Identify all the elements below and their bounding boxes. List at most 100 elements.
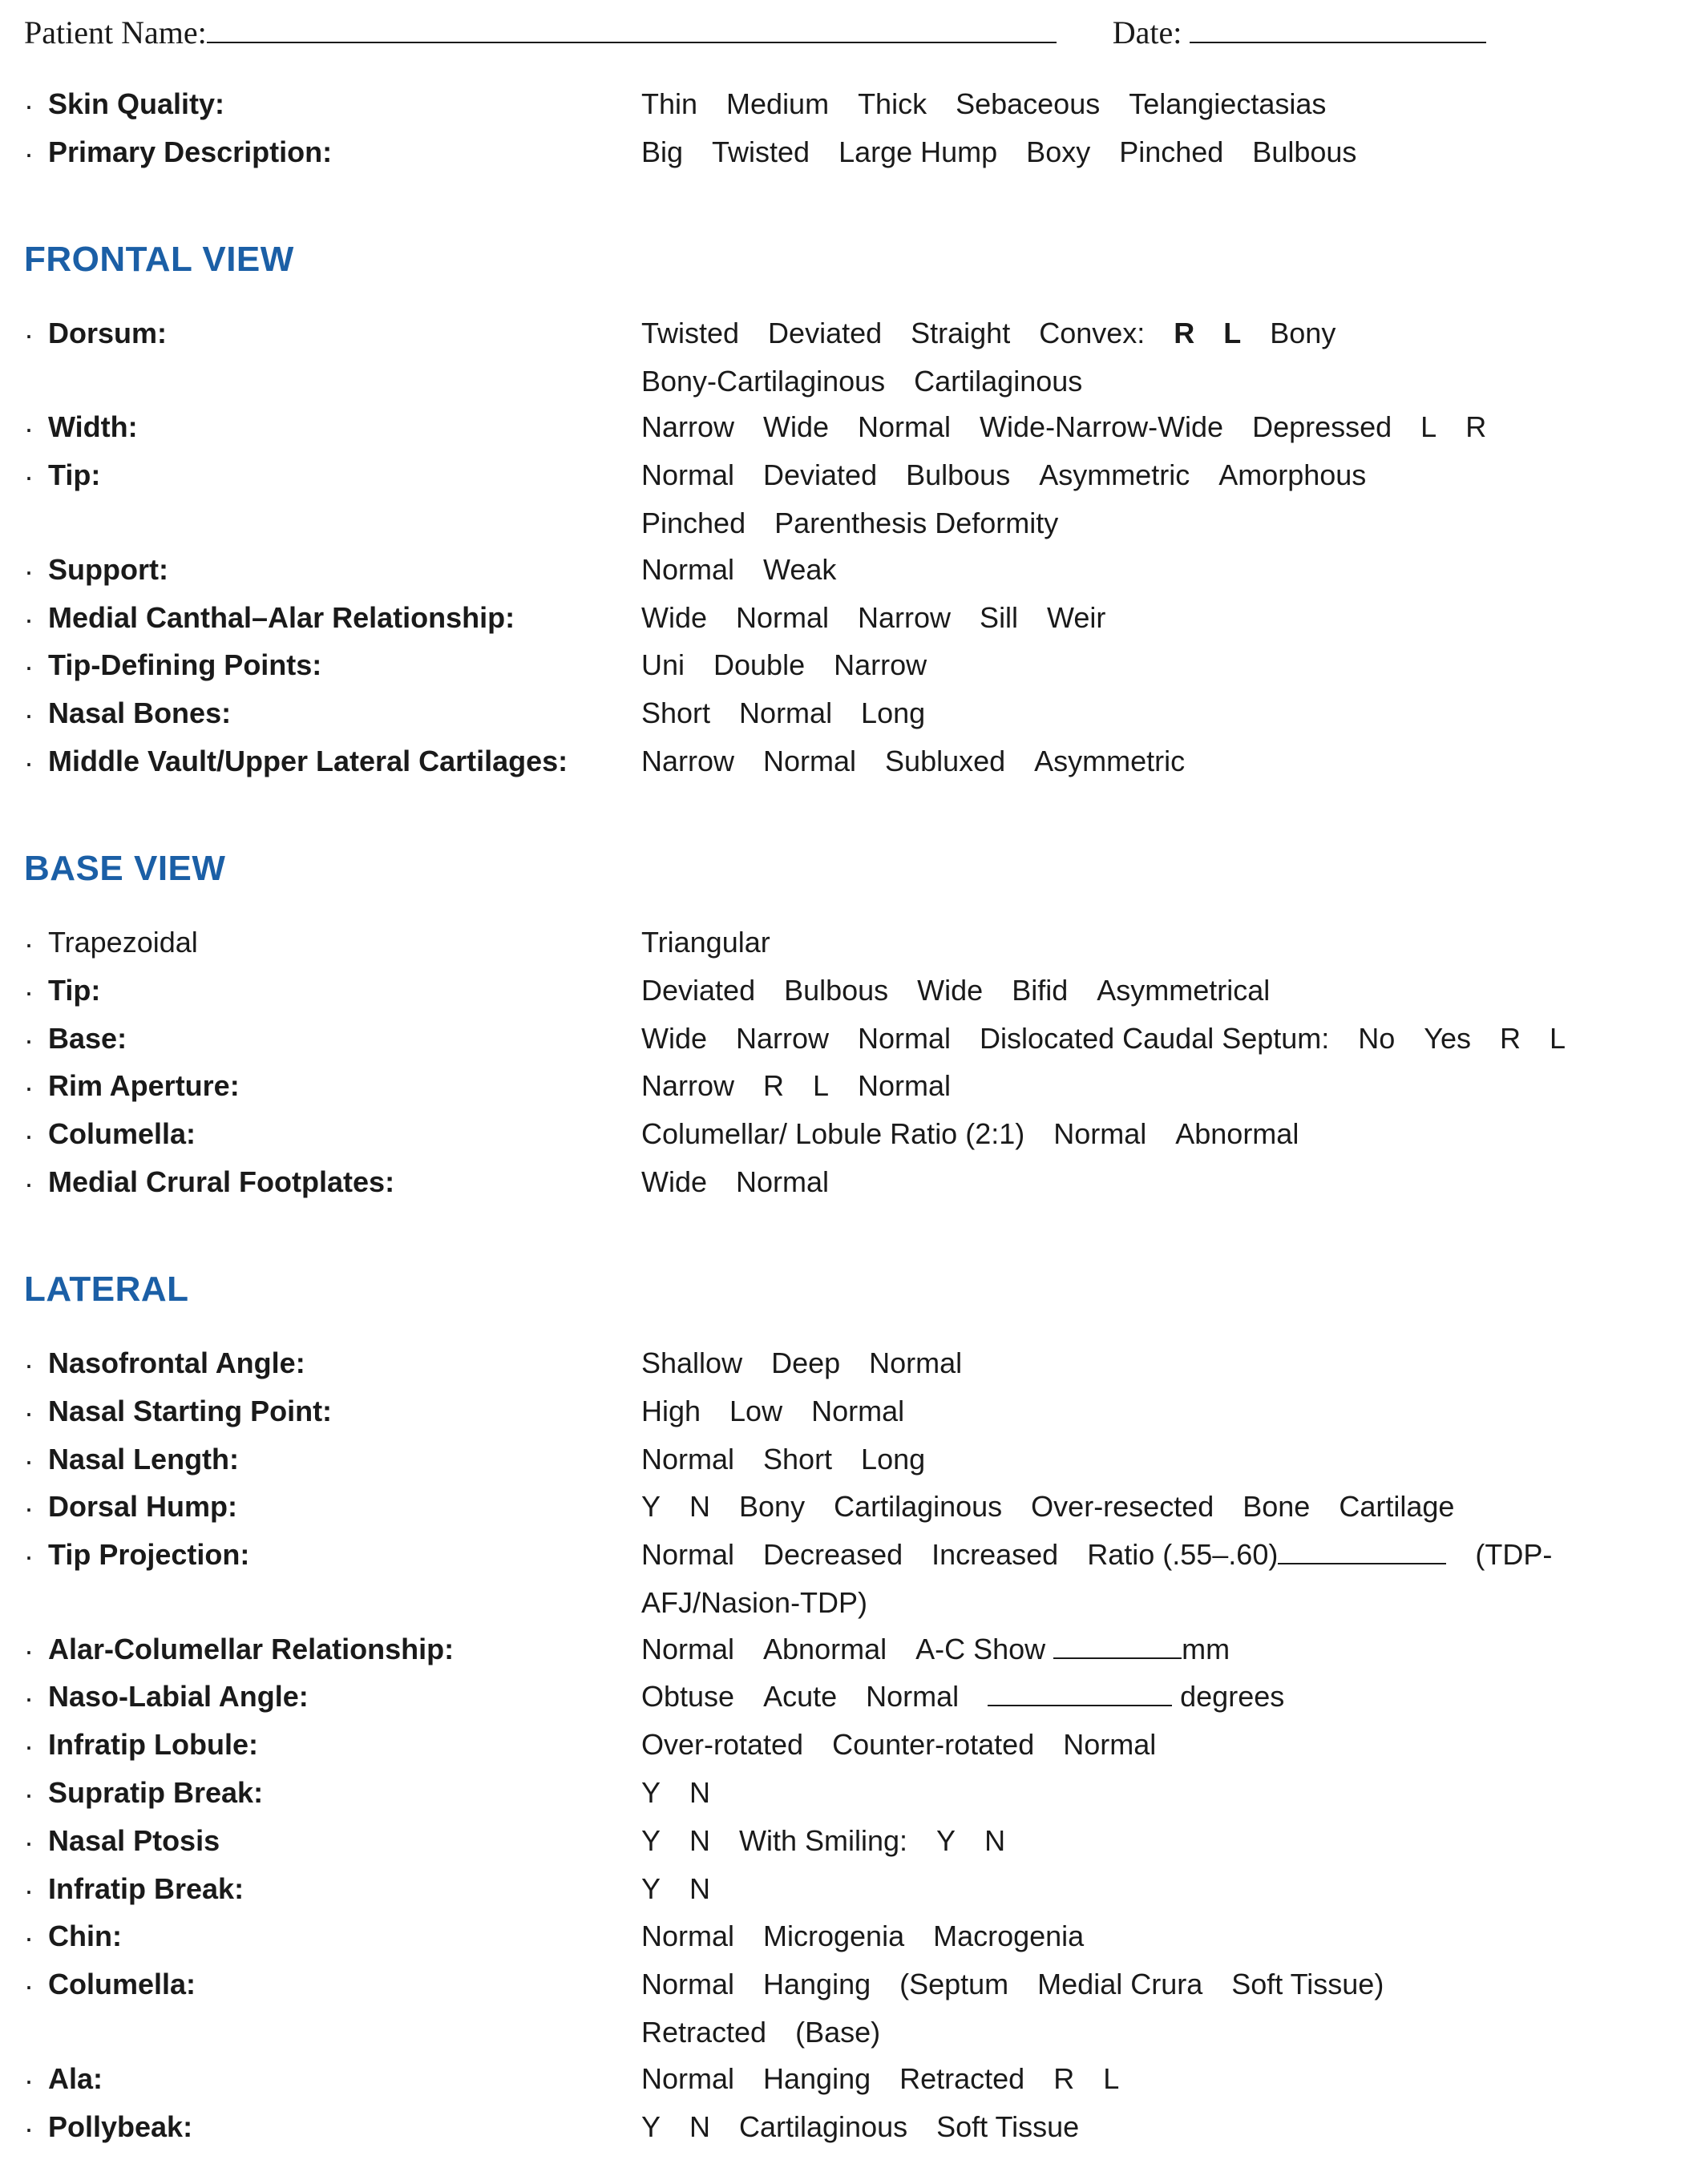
form-row: ·Primary Description:Big Twisted Large H… [24,130,1657,176]
row-options: Twisted Deviated Straight Convex: R L Bo… [641,311,1657,356]
form-row: ·Chin:Normal Microgenia Macrogenia [24,1914,1657,1960]
row-label: Columella: [48,1112,641,1157]
bullet: · [24,968,48,1015]
row-label: Primary Description: [48,130,641,175]
row-options: Shallow Deep Normal [641,1341,1657,1386]
bullet: · [24,453,48,499]
row-options: Normal Hanging Retracted R L [641,2057,1657,2101]
row-label: Medial Crural Footplates: [48,1160,641,1205]
form-row: ·Tip Projection:Normal Decreased Increas… [24,1532,1657,1579]
bullet: · [24,920,48,967]
form-row: ·Nasal Bones:Short Normal Long [24,691,1657,737]
bullet: · [24,1341,48,1387]
form-row: Bony-Cartilaginous Cartilaginous [24,359,1657,404]
bullet: · [24,1867,48,1913]
form-row: ·Base:Wide Narrow Normal Dislocated Caud… [24,1016,1657,1063]
row-options: Y N [641,1770,1657,1815]
bullet: · [24,595,48,642]
form-row: ·Tip:Normal Deviated Bulbous Asymmetric … [24,453,1657,499]
patient-name-fill[interactable] [207,10,1057,43]
bullet: · [24,1532,48,1579]
row-options: AFJ/Nasion-TDP) [641,1580,1657,1625]
bullet: · [24,739,48,785]
bullet: · [24,311,48,357]
form-row: ·Columella:Normal Hanging (Septum Medial… [24,1962,1657,2008]
form-row: ·Width:Narrow Wide Normal Wide-Narrow-Wi… [24,405,1657,451]
form-row: ·Dorsum:Twisted Deviated Straight Convex… [24,311,1657,357]
bullet: · [24,2057,48,2103]
form-row: ·Nasal Starting Point:High Low Normal [24,1389,1657,1435]
form-row: ·Alar-Columellar Relationship:Normal Abn… [24,1627,1657,1673]
row-label: Infratip Lobule: [48,1722,641,1767]
bullet [24,359,48,361]
bullet: · [24,691,48,737]
row-label: Supratip Break: [48,1770,641,1815]
row-label: Nasal Ptosis [48,1819,641,1863]
row-label: Trapezoidal [48,920,641,965]
row-options: Wide Normal Narrow Sill Weir [641,595,1657,640]
row-label: Dorsal Hump: [48,1484,641,1529]
bullet: · [24,1389,48,1435]
row-options: Normal Short Long [641,1437,1657,1482]
row-label: Ala: [48,2057,641,2101]
row-label: Tip Projection: [48,1532,641,1577]
row-options: Columellar/ Lobule Ratio (2:1) Normal Ab… [641,1112,1657,1157]
row-label: Rim Aperture: [48,1064,641,1108]
row-label: Dorsum: [48,311,641,356]
bullet: · [24,1016,48,1063]
form-row: ·Tip-Defining Points:Uni Double Narrow [24,643,1657,689]
row-options: Y N With Smiling: Y N [641,1819,1657,1863]
row-options: Wide Normal [641,1160,1657,1205]
row-options: Wide Narrow Normal Dislocated Caudal Sep… [641,1016,1657,1061]
row-label: Nasal Starting Point: [48,1389,641,1434]
row-options: Normal Hanging (Septum Medial Crura Soft… [641,1962,1657,2007]
bullet: · [24,2105,48,2151]
form-row: ·Tip:Deviated Bulbous Wide Bifid Asymmet… [24,968,1657,1015]
bullet: · [24,130,48,176]
bullet: · [24,1914,48,1960]
bullet: · [24,1112,48,1158]
row-options: Uni Double Narrow [641,643,1657,688]
patient-name-label: Patient Name: [24,14,207,50]
row-options: Normal Weak [641,547,1657,592]
form-row: ·Skin Quality:Thin Medium Thick Sebaceou… [24,82,1657,128]
form-row: ·Pollybeak:Y N Cartilaginous Soft Tissue [24,2105,1657,2151]
bullet: · [24,405,48,451]
bullet: · [24,1627,48,1673]
row-label: Naso-Labial Angle: [48,1674,641,1719]
row-label: Support: [48,547,641,592]
header-line: Patient Name: Date: [24,8,1657,58]
row-options: Normal Abnormal A-C Show mm [641,1627,1657,1672]
row-options: Y N [641,1867,1657,1912]
intro-rows: ·Skin Quality:Thin Medium Thick Sebaceou… [24,82,1657,176]
row-label: Medial Canthal–Alar Relationship: [48,595,641,640]
row-options: Normal Decreased Increased Ratio (.55–.6… [641,1532,1657,1577]
bullet: · [24,1437,48,1484]
form-row: ·Naso-Labial Angle:Obtuse Acute Normal d… [24,1674,1657,1721]
section-title: FRONTAL VIEW [24,232,1657,287]
form-row: ·Rim Aperture:Narrow R L Normal [24,1064,1657,1110]
bullet: · [24,1064,48,1110]
row-label: Tip: [48,968,641,1013]
row-label: Infratip Break: [48,1867,641,1912]
bullet: · [24,1722,48,1769]
row-options: Thin Medium Thick Sebaceous Telangiectas… [641,82,1657,127]
form-row: ·Medial Crural Footplates:Wide Normal [24,1160,1657,1206]
bullet: · [24,82,48,128]
form-row: ·Nasal PtosisY N With Smiling: Y N [24,1819,1657,1865]
row-label: Nasal Bones: [48,691,641,736]
row-options: Bony-Cartilaginous Cartilaginous [641,359,1657,404]
bullet: · [24,1819,48,1865]
form-row: ·Supratip Break:Y N [24,1770,1657,1817]
bullet: · [24,1674,48,1721]
row-options: Y N Bony Cartilaginous Over-resected Bon… [641,1484,1657,1529]
row-options: Normal Deviated Bulbous Asymmetric Amorp… [641,453,1657,498]
form-page: Patient Name: Date: ·Skin Quality:Thin M… [0,0,1681,2184]
bullet: · [24,643,48,689]
row-label: Tip: [48,453,641,498]
row-label: Nasofrontal Angle: [48,1341,641,1386]
row-label: Width: [48,405,641,450]
form-row: ·Ala:Normal Hanging Retracted R L [24,2057,1657,2103]
date-fill[interactable] [1190,10,1486,43]
form-row: ·Infratip Break:Y N [24,1867,1657,1913]
